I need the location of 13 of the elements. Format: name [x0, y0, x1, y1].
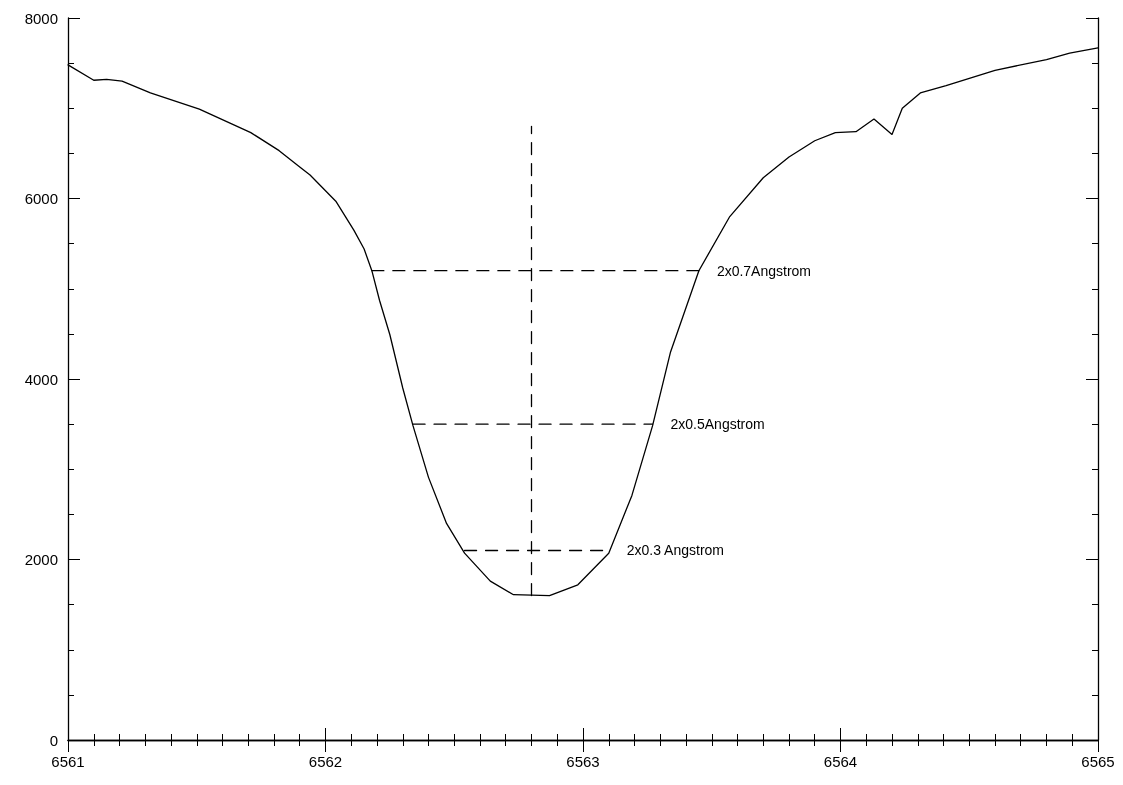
x-tick-label: 6562 — [308, 753, 343, 770]
annotation: 2x0.7Angstrom — [716, 262, 812, 279]
y-tick-label: 2000 — [24, 551, 58, 568]
x-tick-label: 6565 — [1081, 753, 1115, 770]
y-tick-label: 8000 — [24, 9, 58, 27]
y-tick-label: 6000 — [24, 190, 58, 207]
x-tick-label: 6563 — [566, 753, 600, 770]
y-tick-label: 4000 — [24, 370, 58, 388]
x-tick-label: 6561 — [51, 753, 85, 770]
annotation: 2x0.3 Angstrom — [626, 542, 725, 559]
x-tick-label: 6564 — [823, 753, 858, 770]
annotation: 2x0.5Angstrom — [670, 416, 765, 433]
y-tick-label: 0 — [49, 731, 58, 749]
